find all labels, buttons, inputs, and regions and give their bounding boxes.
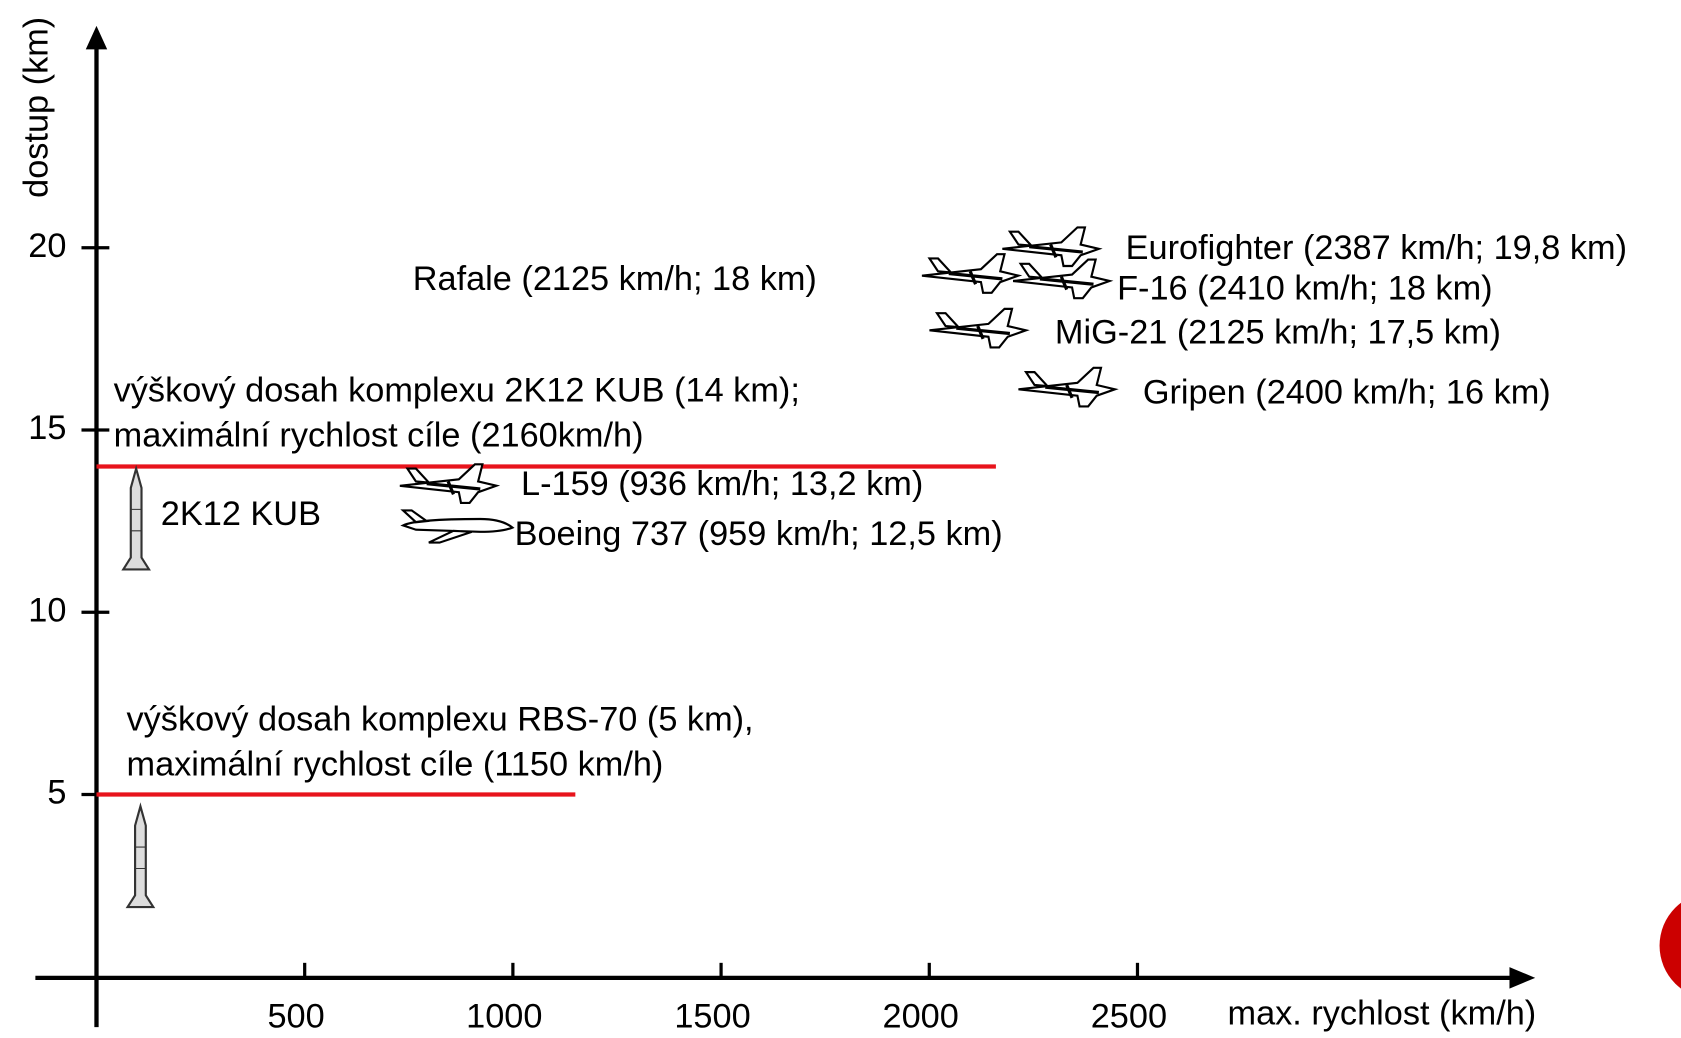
y-tick-label: 20 (28, 227, 66, 265)
aircraft-icon (400, 464, 496, 503)
x-tick-label: 1000 (466, 998, 542, 1036)
aircraft-icon (1013, 260, 1109, 299)
aircraft-icon (403, 510, 512, 542)
aircraft-icon (922, 254, 1018, 293)
chart: max. rychlost (km/h) dostup (km) 500 1000… (0, 0, 1681, 1038)
x-arrow (1509, 967, 1535, 988)
y-arrow (86, 26, 107, 50)
aircraft-label: Eurofighter (2387 km/h; 19,8 km) (1126, 229, 1627, 267)
aircraft-icon (929, 309, 1025, 348)
aircraft-label: MiG-21 (2125 km/h; 17,5 km) (1055, 314, 1501, 352)
y-tick-label: 10 (28, 591, 66, 629)
y-tick-label: 5 (47, 774, 66, 812)
limit-label: maximální rychlost cíle (1150 km/h) (127, 746, 664, 784)
x-tick-label: 500 (267, 998, 324, 1036)
limit-label: výškový dosah komplexu 2K12 KUB (14 km); (114, 372, 800, 410)
aircraft-label: F-16 (2410 km/h; 18 km) (1117, 270, 1493, 308)
aircraft-icon (1018, 368, 1114, 407)
aircraft-icon (1002, 227, 1098, 266)
aircraft-label: Gripen (2400 km/h; 16 km) (1143, 374, 1551, 412)
limit-label: výškový dosah komplexu RBS-70 (5 km), (127, 701, 754, 739)
x-tick-label: 1500 (674, 998, 750, 1036)
aircraft-label: L-159 (936 km/h; 13,2 km) (521, 465, 923, 503)
limit-label: maximální rychlost cíle (2160km/h) (114, 417, 644, 455)
x-axis-label: max. rychlost (km/h) (1228, 994, 1537, 1032)
y-axis-label: dostup (km) (18, 17, 56, 198)
launcher-icon (128, 806, 154, 907)
launcher-label: 2K12 KUB (161, 495, 321, 533)
corner-badge (1660, 892, 1681, 999)
aircraft-label: Rafale (2125 km/h; 18 km) (413, 260, 817, 298)
x-tick-label: 2500 (1091, 998, 1167, 1036)
x-tick-label: 2000 (883, 998, 959, 1036)
aircraft-label: Boeing 737 (959 km/h; 12,5 km) (515, 515, 1003, 553)
launcher-icon (123, 469, 149, 570)
y-tick-label: 15 (28, 409, 66, 447)
